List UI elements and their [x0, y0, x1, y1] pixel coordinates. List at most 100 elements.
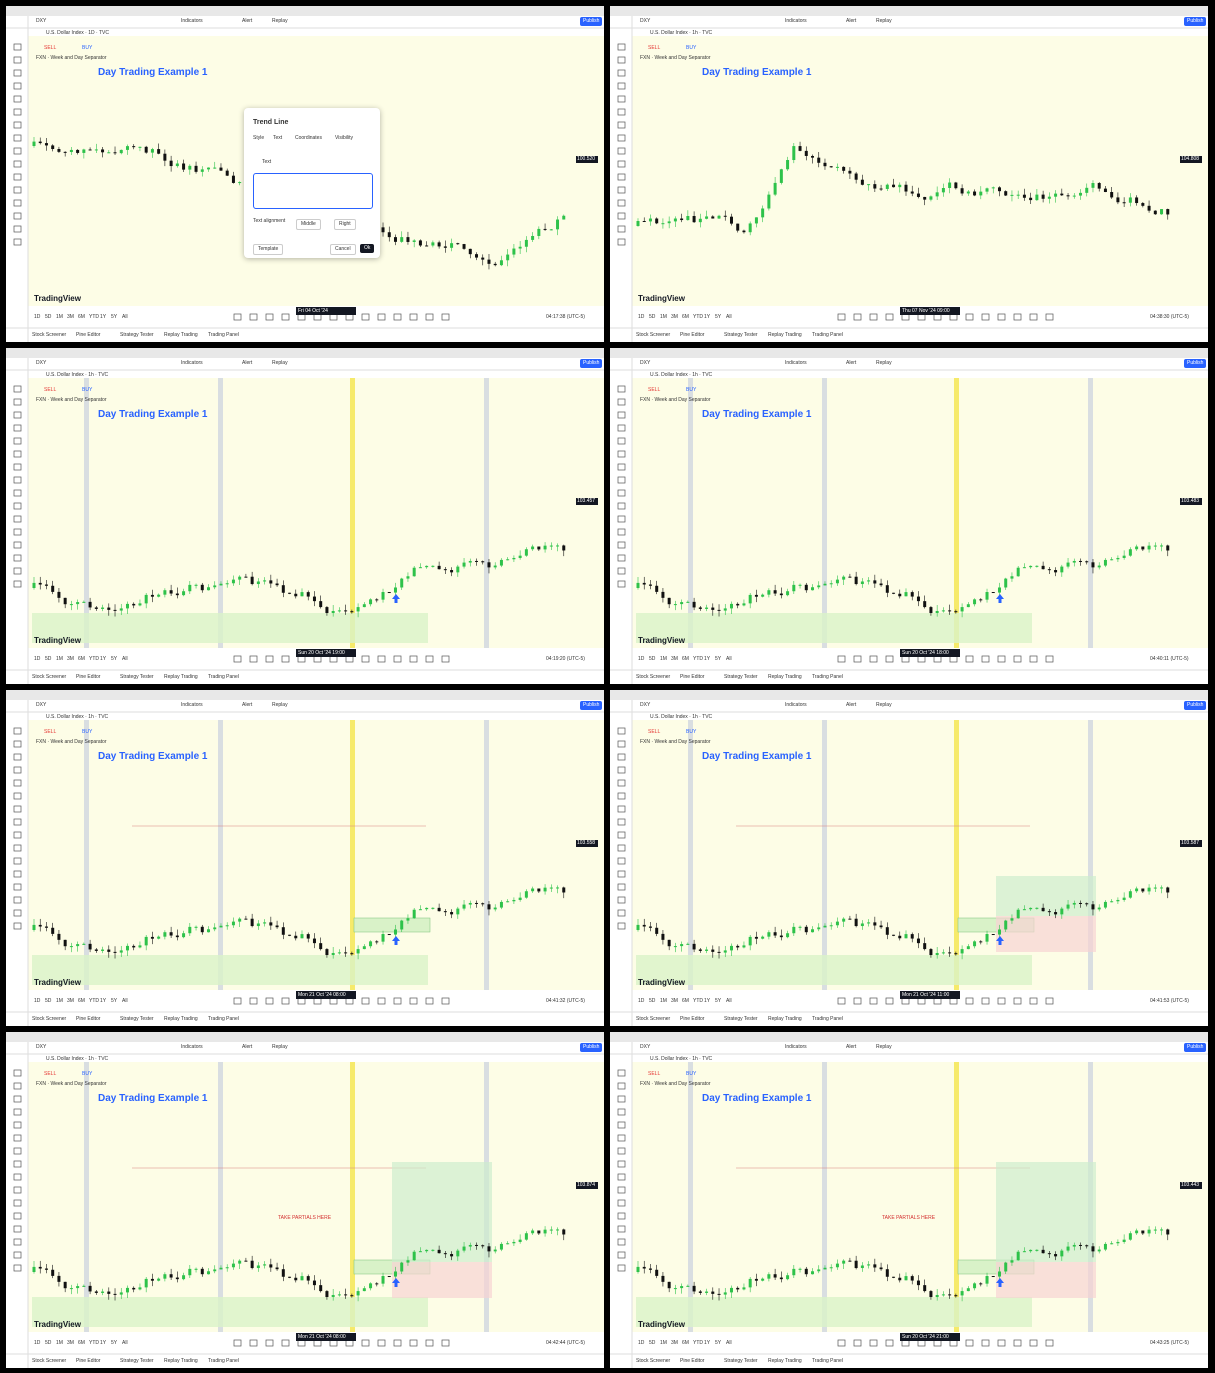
- range-button[interactable]: All: [122, 656, 128, 662]
- range-button[interactable]: 5Y: [715, 314, 722, 320]
- range-button[interactable]: 6M: [682, 998, 689, 1004]
- range-button[interactable]: 5D: [649, 656, 656, 662]
- range-button[interactable]: 5D: [649, 998, 656, 1004]
- indicators-button[interactable]: Indicators: [785, 360, 807, 366]
- range-button[interactable]: 5D: [45, 1340, 52, 1346]
- symbol-search[interactable]: DXY: [640, 1044, 651, 1050]
- range-button[interactable]: 1M: [56, 656, 63, 662]
- range-button[interactable]: 1D: [34, 656, 41, 662]
- range-button[interactable]: 1M: [56, 314, 63, 320]
- symbol-search[interactable]: DXY: [640, 360, 651, 366]
- alert-button[interactable]: Alert: [846, 1044, 857, 1050]
- sell-button[interactable]: SELL: [44, 729, 57, 735]
- alert-button[interactable]: Alert: [242, 702, 253, 708]
- alert-button[interactable]: Alert: [846, 702, 857, 708]
- range-button[interactable]: YTD: [89, 314, 99, 320]
- bottom-tab[interactable]: Pine Editor: [76, 1358, 101, 1364]
- publish-button[interactable]: Publish: [1184, 1043, 1207, 1052]
- symbol-search[interactable]: DXY: [36, 702, 47, 708]
- bottom-tab[interactable]: Strategy Tester: [724, 332, 758, 338]
- bottom-tab[interactable]: Replay Trading: [768, 674, 802, 680]
- range-button[interactable]: 5Y: [111, 314, 118, 320]
- sell-button[interactable]: SELL: [648, 45, 661, 51]
- sell-button[interactable]: SELL: [44, 45, 57, 51]
- range-button[interactable]: YTD: [89, 1340, 99, 1346]
- bottom-tab[interactable]: Replay Trading: [164, 332, 198, 338]
- range-button[interactable]: 1D: [34, 314, 41, 320]
- replay-button[interactable]: Replay: [272, 702, 288, 708]
- dialog-tab[interactable]: Style: [253, 135, 265, 141]
- bottom-tab[interactable]: Stock Screener: [32, 674, 67, 680]
- range-button[interactable]: 3M: [671, 998, 678, 1004]
- publish-button[interactable]: Publish: [1184, 701, 1207, 710]
- publish-button[interactable]: Publish: [580, 1043, 603, 1052]
- range-button[interactable]: 5D: [45, 998, 52, 1004]
- bottom-tab[interactable]: Pine Editor: [680, 1016, 705, 1022]
- sell-button[interactable]: SELL: [648, 729, 661, 735]
- bottom-tab[interactable]: Strategy Tester: [120, 332, 154, 338]
- bottom-tab[interactable]: Trading Panel: [812, 332, 843, 338]
- range-button[interactable]: 3M: [67, 998, 74, 1004]
- symbol-search[interactable]: DXY: [640, 18, 651, 24]
- range-button[interactable]: 1D: [638, 314, 645, 320]
- template-button[interactable]: Template: [253, 244, 284, 255]
- range-button[interactable]: 5Y: [715, 1340, 722, 1346]
- range-button[interactable]: YTD: [693, 314, 703, 320]
- range-button[interactable]: 1M: [660, 998, 667, 1004]
- buy-button[interactable]: BUY: [82, 1071, 93, 1077]
- bottom-tab[interactable]: Pine Editor: [680, 1358, 705, 1364]
- symbol-search[interactable]: DXY: [36, 18, 47, 24]
- range-button[interactable]: 5Y: [715, 656, 722, 662]
- alert-button[interactable]: Alert: [242, 1044, 253, 1050]
- indicators-button[interactable]: Indicators: [785, 702, 807, 708]
- range-button[interactable]: 5Y: [715, 998, 722, 1004]
- range-button[interactable]: 6M: [78, 1340, 85, 1346]
- range-button[interactable]: 1D: [638, 998, 645, 1004]
- publish-button[interactable]: Publish: [580, 17, 603, 26]
- range-button[interactable]: 1D: [638, 1340, 645, 1346]
- publish-button[interactable]: Publish: [1184, 359, 1207, 368]
- indicators-button[interactable]: Indicators: [181, 360, 203, 366]
- replay-button[interactable]: Replay: [272, 18, 288, 24]
- alert-button[interactable]: Alert: [846, 360, 857, 366]
- bottom-tab[interactable]: Strategy Tester: [120, 674, 154, 680]
- bottom-tab[interactable]: Trading Panel: [812, 1358, 843, 1364]
- sell-button[interactable]: SELL: [44, 387, 57, 393]
- range-button[interactable]: 3M: [671, 314, 678, 320]
- range-button[interactable]: 1Y: [704, 656, 711, 662]
- range-button[interactable]: 3M: [67, 1340, 74, 1346]
- range-button[interactable]: 1D: [34, 1340, 41, 1346]
- bottom-tab[interactable]: Trading Panel: [812, 674, 843, 680]
- sell-button[interactable]: SELL: [648, 387, 661, 393]
- buy-button[interactable]: BUY: [686, 387, 697, 393]
- indicators-button[interactable]: Indicators: [785, 18, 807, 24]
- range-button[interactable]: 1Y: [100, 314, 107, 320]
- replay-button[interactable]: Replay: [272, 1044, 288, 1050]
- range-button[interactable]: 6M: [682, 314, 689, 320]
- dialog-tab[interactable]: Coordinates: [295, 135, 322, 141]
- range-button[interactable]: 1Y: [100, 998, 107, 1004]
- symbol-search[interactable]: DXY: [36, 1044, 47, 1050]
- bottom-tab[interactable]: Pine Editor: [680, 674, 705, 680]
- range-button[interactable]: 1M: [56, 1340, 63, 1346]
- bottom-tab[interactable]: Strategy Tester: [724, 1358, 758, 1364]
- range-button[interactable]: 1Y: [100, 1340, 107, 1346]
- bottom-tab[interactable]: Stock Screener: [32, 1358, 67, 1364]
- bottom-tab[interactable]: Stock Screener: [636, 1016, 671, 1022]
- range-button[interactable]: 1M: [660, 314, 667, 320]
- range-button[interactable]: 1Y: [704, 314, 711, 320]
- bottom-tab[interactable]: Stock Screener: [636, 1358, 671, 1364]
- range-button[interactable]: 5Y: [111, 998, 118, 1004]
- publish-button[interactable]: Publish: [1184, 17, 1207, 26]
- symbol-search[interactable]: DXY: [36, 360, 47, 366]
- dialog-tab[interactable]: Text: [273, 135, 283, 141]
- range-button[interactable]: All: [122, 1340, 128, 1346]
- bottom-tab[interactable]: Pine Editor: [680, 332, 705, 338]
- cancel-button[interactable]: Cancel: [330, 244, 356, 255]
- range-button[interactable]: All: [726, 1340, 732, 1346]
- bottom-tab[interactable]: Stock Screener: [636, 674, 671, 680]
- range-button[interactable]: 1D: [638, 656, 645, 662]
- buy-button[interactable]: BUY: [82, 45, 93, 51]
- buy-button[interactable]: BUY: [686, 1071, 697, 1077]
- publish-button[interactable]: Publish: [580, 701, 603, 710]
